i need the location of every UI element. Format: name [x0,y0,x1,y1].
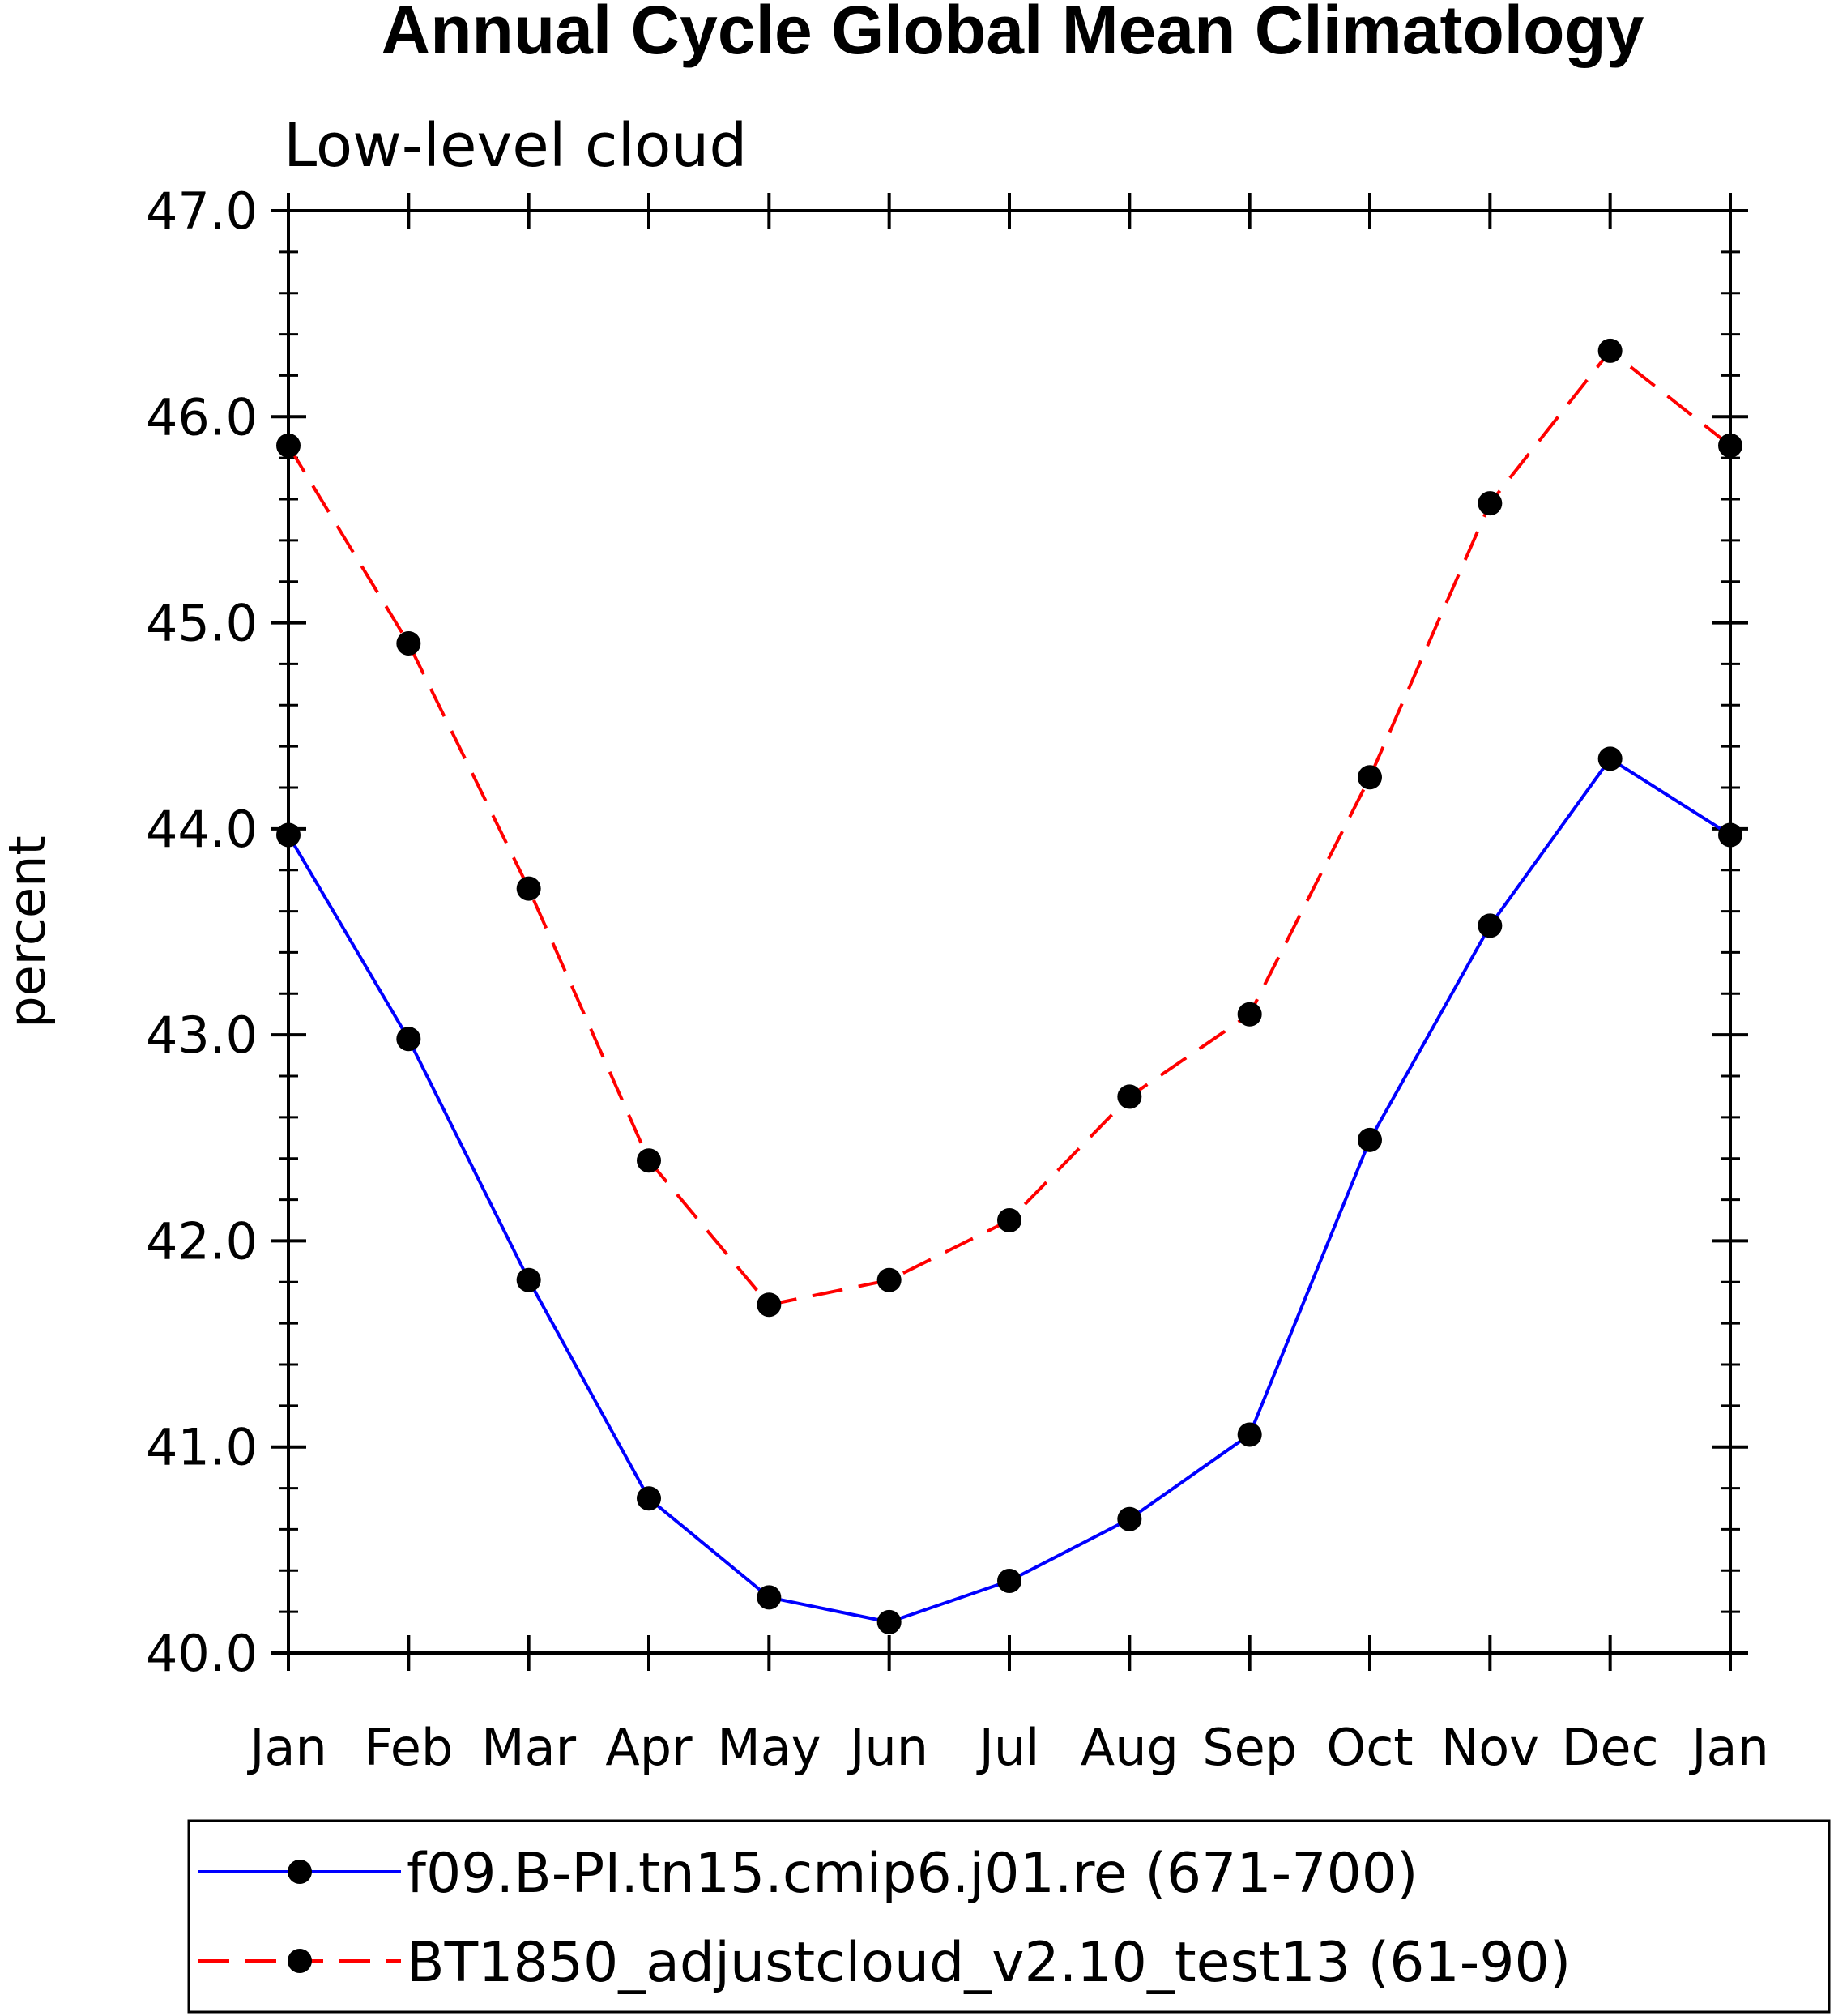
data-point-series-2 [1478,491,1503,516]
y-tick-labels: 40.0 41.0 42.0 43.0 44.0 45.0 46.0 47.0 [146,182,258,1683]
series-line-1 [287,757,1732,1624]
x-tick-label: Aug [1081,1718,1179,1777]
data-point-series-1 [1718,822,1742,848]
data-point-series-1 [1237,1422,1262,1447]
x-tick-label: Apr [605,1718,693,1777]
y-tick-label: 45.0 [146,594,258,653]
data-point-series-2 [1597,338,1623,363]
series-layer [276,338,1742,1634]
data-point-series-1 [1478,913,1503,938]
x-tick-label: May [717,1718,821,1777]
data-point-series-2 [1718,433,1742,458]
data-point-series-1 [1358,1127,1382,1152]
x-tick-label: Sep [1202,1718,1297,1777]
y-tick-label: 40.0 [146,1624,258,1683]
y-tick-label: 41.0 [146,1418,258,1477]
data-point-series-2 [997,1208,1021,1232]
x-tick-labels: Jan Feb Mar Apr May Jun Jul Aug Sep Oct Nov Dec Jan [246,1718,1769,1777]
data-point-series-2 [876,1267,902,1292]
y-tick-label: 44.0 [146,800,258,859]
data-point-series-1 [876,1609,902,1634]
series-line-2 [287,348,1732,1307]
data-point-series-2 [1237,1002,1262,1027]
x-tick-label: Nov [1441,1718,1539,1777]
data-point-series-1 [757,1585,782,1610]
data-point-series-1 [276,822,301,848]
data-point-series-1 [1117,1506,1142,1531]
data-point-series-1 [396,1027,421,1052]
data-point-series-2 [276,433,301,458]
data-point-series-2 [637,1148,661,1173]
x-tick-label: Jun [847,1718,928,1777]
x-tick-label: Jan [1688,1718,1769,1777]
data-point-series-1 [637,1486,661,1511]
chart-title: Annual Cycle Global Mean Climatology [382,0,1644,68]
data-point-series-2 [757,1292,782,1318]
x-tick-label: Feb [364,1718,453,1777]
x-tick-label: Jul [976,1718,1040,1777]
legend-label-series-2: BT1850_adjustcloud_v2.10_test13 (61-90) [407,1931,1571,1995]
data-point-series-1 [516,1267,541,1292]
y-tick-label: 47.0 [146,182,258,241]
chart-subtitle: Low-level cloud [284,111,747,181]
x-tick-label: Dec [1562,1718,1659,1777]
data-point-series-2 [396,631,421,656]
data-point-series-2 [1358,765,1382,790]
x-tick-label: Oct [1326,1718,1413,1777]
y-tick-label: 46.0 [146,387,258,446]
legend-box [187,1819,1831,2014]
legend-marker-series-2 [288,1949,312,1973]
plot-frame [287,209,1732,1655]
y-axis-label: percent [0,835,57,1027]
data-point-series-2 [1117,1084,1142,1109]
legend-marker-series-1 [288,1860,312,1884]
data-point-series-1 [997,1569,1021,1593]
legend-label-series-1: f09.B-PI.tn15.cmip6.j01.re (671-700) [407,1842,1418,1906]
y-tick-label: 42.0 [146,1211,258,1271]
data-point-series-2 [516,876,541,901]
y-tick-label: 43.0 [146,1006,258,1065]
x-tick-label: Jan [246,1718,327,1777]
data-point-series-1 [1597,746,1623,771]
axis-ticks [271,193,1748,1671]
legend: f09.B-PI.tn15.cmip6.j01.re (671-700) BT1… [187,1819,1831,2014]
x-tick-label: Mar [481,1718,576,1777]
